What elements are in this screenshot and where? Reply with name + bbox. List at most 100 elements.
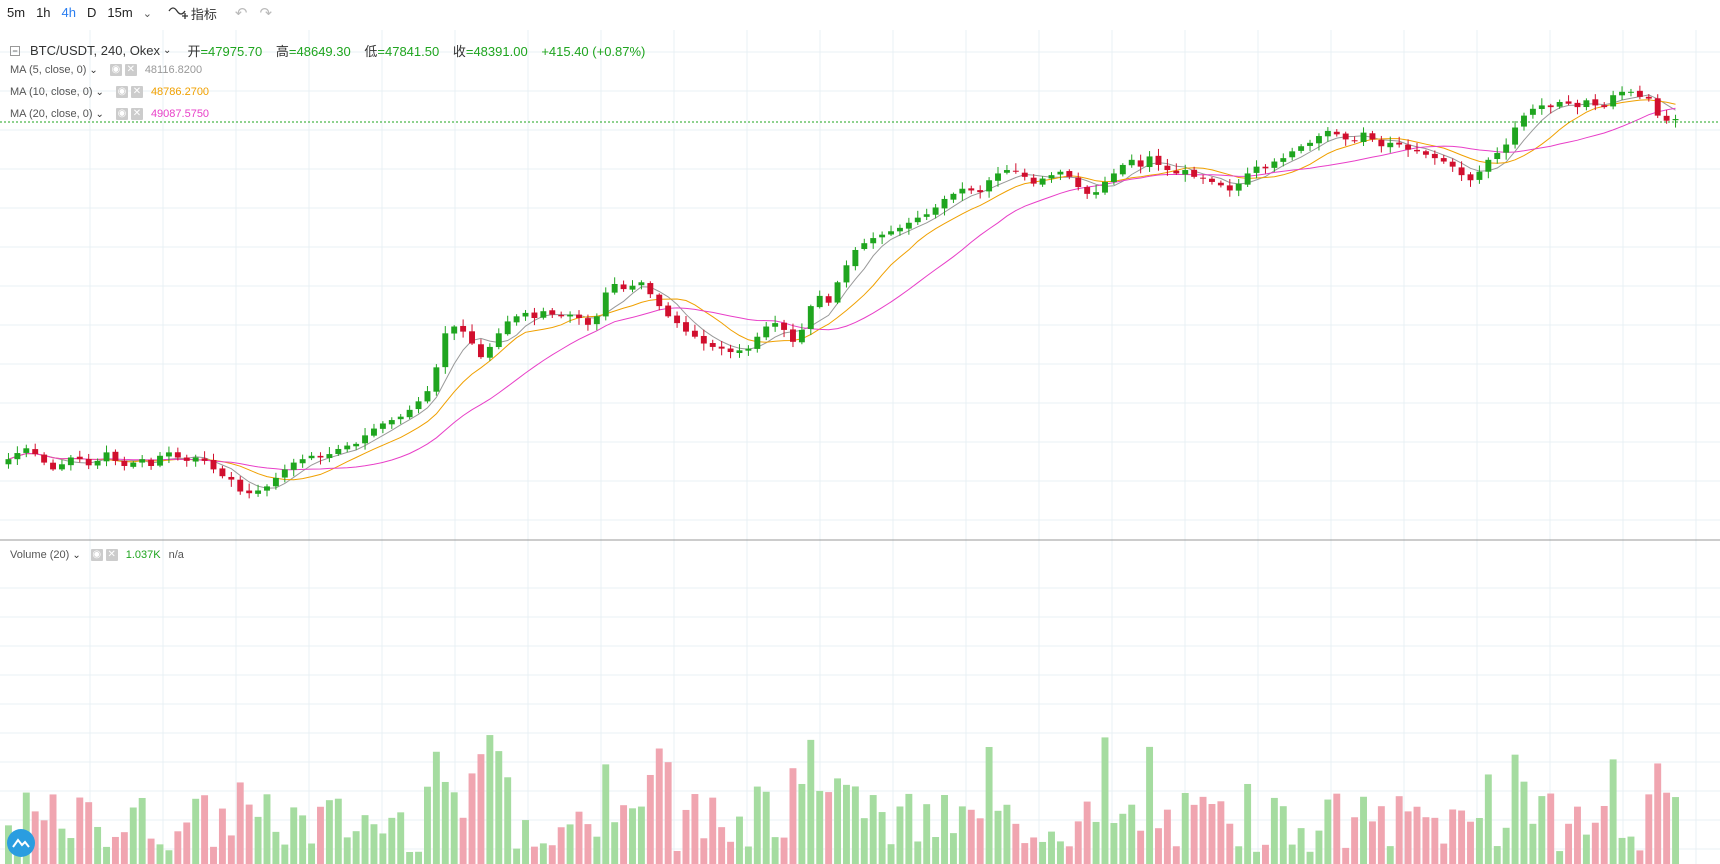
volume-bar (281, 844, 289, 864)
ma20-close-icon[interactable]: ✕ (130, 108, 143, 120)
candle-body (861, 243, 868, 249)
volume-bar (31, 811, 39, 864)
volume-bar (1672, 797, 1679, 864)
volume-bar (272, 831, 280, 864)
volume-bar (949, 833, 957, 864)
volume-bar (843, 784, 850, 864)
symbol-chevron-down-icon[interactable]: ⌄ (163, 45, 172, 56)
ma20-chevron-down-icon[interactable]: ⌄ (95, 108, 104, 120)
close-label: 收 (452, 44, 466, 59)
volume-bar (245, 804, 253, 864)
candle-body (58, 464, 65, 470)
volume-bar (1458, 810, 1466, 864)
ma20-label[interactable]: MA (20, close, 0) (10, 108, 93, 120)
redo-icon[interactable]: ↷ (259, 5, 273, 22)
candle-body (94, 460, 101, 466)
volume-bar (1244, 783, 1252, 864)
candle-body (1155, 155, 1162, 165)
volume-bar (1422, 817, 1430, 864)
volume-bar (513, 848, 521, 864)
volume-label[interactable]: Volume (20) (10, 549, 70, 561)
candle-body (50, 462, 56, 470)
ma5-chevron-down-icon[interactable]: ⌄ (89, 64, 98, 76)
candle-body (85, 458, 92, 466)
candle-body (834, 282, 841, 303)
volume-bar (1520, 781, 1528, 864)
ma10-label[interactable]: MA (10, close, 0) (10, 86, 93, 98)
candle-body (1235, 183, 1242, 191)
candle-body (602, 292, 609, 317)
candle-body (1512, 127, 1519, 145)
candle-body (1093, 192, 1100, 195)
volume-bar (923, 804, 931, 864)
volume-settings-icon[interactable]: ◉ (90, 549, 103, 561)
collapse-legend-icon[interactable]: − (10, 45, 20, 56)
candle-body (228, 476, 235, 480)
symbol-legend: − BTC/USDT, 240, Okex ⌄ 开=47975.70 高=486… (10, 41, 645, 60)
candle-body (1663, 115, 1670, 121)
volume-bar (887, 844, 895, 864)
volume-bar (1645, 794, 1653, 864)
volume-bar (174, 831, 182, 864)
ma5-label[interactable]: MA (5, close, 0) (10, 64, 87, 76)
candle-body (469, 331, 475, 344)
candle-body (67, 457, 74, 466)
candle-body (1405, 144, 1412, 150)
ma10-chevron-down-icon[interactable]: ⌄ (95, 86, 104, 98)
volume-bar (602, 764, 610, 864)
ma20-settings-icon[interactable]: ◉ (115, 108, 128, 120)
volume-bar (379, 833, 387, 864)
candle-body (718, 346, 725, 349)
volume-bar (584, 824, 592, 864)
interval-d[interactable]: D (87, 5, 97, 20)
candle-body (299, 459, 306, 464)
ma10-settings-icon[interactable]: ◉ (115, 86, 128, 98)
ma5-settings-icon[interactable]: ◉ (109, 64, 122, 76)
volume-bar (709, 797, 717, 864)
volume-bar (1538, 796, 1546, 864)
ma20-line (8, 107, 1676, 471)
candle-body (1378, 139, 1385, 147)
ma10-close-icon[interactable]: ✕ (130, 86, 143, 98)
interval-4h[interactable]: 4h (61, 5, 76, 20)
volume-bar (1128, 804, 1136, 864)
candle-body (531, 312, 538, 319)
interval-1h[interactable]: 1h (36, 5, 51, 20)
interval-15m[interactable]: 15m (107, 5, 133, 20)
candle-body (1351, 140, 1358, 142)
candle-body (1271, 161, 1278, 168)
candle-body (1057, 171, 1064, 175)
low-value: =47841.50 (377, 44, 440, 59)
volume-bar (1502, 827, 1510, 864)
volume-bar (700, 838, 708, 864)
symbol-name[interactable]: BTC/USDT, 240, Okex (30, 43, 161, 58)
volume-bar (1092, 821, 1100, 864)
candle-body (344, 445, 351, 450)
volume-bar (49, 794, 57, 864)
ma5-close-icon[interactable]: ✕ (124, 64, 137, 76)
volume-bar (1511, 754, 1519, 864)
undo-icon[interactable]: ↶ (234, 5, 248, 22)
candle-body (825, 296, 832, 303)
volume-bar (450, 792, 458, 864)
more-intervals-chevron-icon[interactable]: ⌄ (142, 7, 152, 20)
candle-body (1610, 95, 1617, 107)
price-chart[interactable] (0, 30, 1720, 864)
volume-bar (896, 806, 904, 864)
volume-chevron-down-icon[interactable]: ⌄ (72, 549, 81, 561)
candle-body (1422, 151, 1429, 155)
candle-body (656, 294, 663, 307)
candle-body (1628, 91, 1634, 93)
indicators-button[interactable]: 指标 (168, 4, 217, 23)
volume-bar (869, 795, 877, 864)
volume-bar (798, 783, 806, 864)
candle-body (5, 459, 12, 465)
volume-close-icon[interactable]: ✕ (105, 549, 118, 561)
interval-5m[interactable]: 5m (7, 5, 26, 20)
candle-body (1262, 166, 1269, 169)
candle-body (807, 306, 814, 329)
volume-bar (736, 816, 743, 864)
volume-bar (1199, 796, 1207, 864)
volume-bar (1351, 817, 1359, 864)
candle-body (415, 401, 422, 410)
